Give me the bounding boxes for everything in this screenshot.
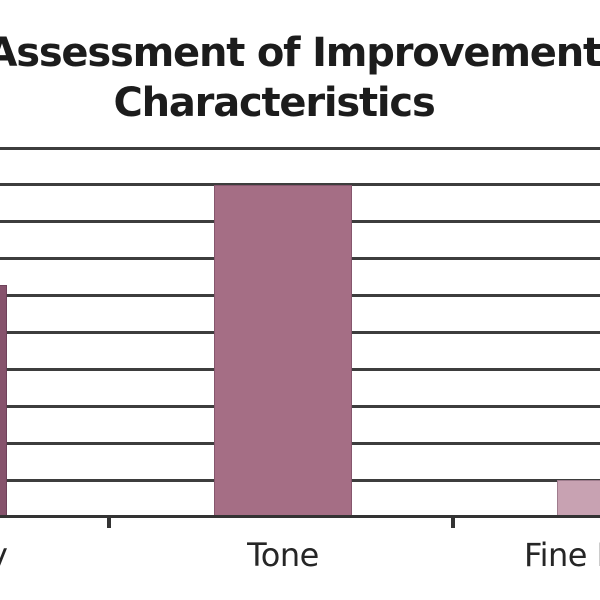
x-axis-label-cut-left: y bbox=[0, 536, 8, 574]
bar-tone bbox=[214, 184, 352, 517]
x-axis-tick bbox=[107, 517, 111, 528]
chart-title-line2: Characteristics bbox=[113, 80, 435, 126]
x-axis-label-fine-lines: Fine Lines bbox=[524, 536, 600, 574]
x-axis-tick bbox=[451, 517, 455, 528]
chart-title-line1: Assessment of Improvements bbox=[0, 30, 600, 76]
bar-y bbox=[0, 284, 7, 517]
x-axis-line bbox=[0, 515, 600, 518]
bar-fine-lines bbox=[557, 480, 600, 517]
x-axis-label-tone: Tone bbox=[247, 536, 319, 574]
gridline bbox=[0, 146, 600, 150]
